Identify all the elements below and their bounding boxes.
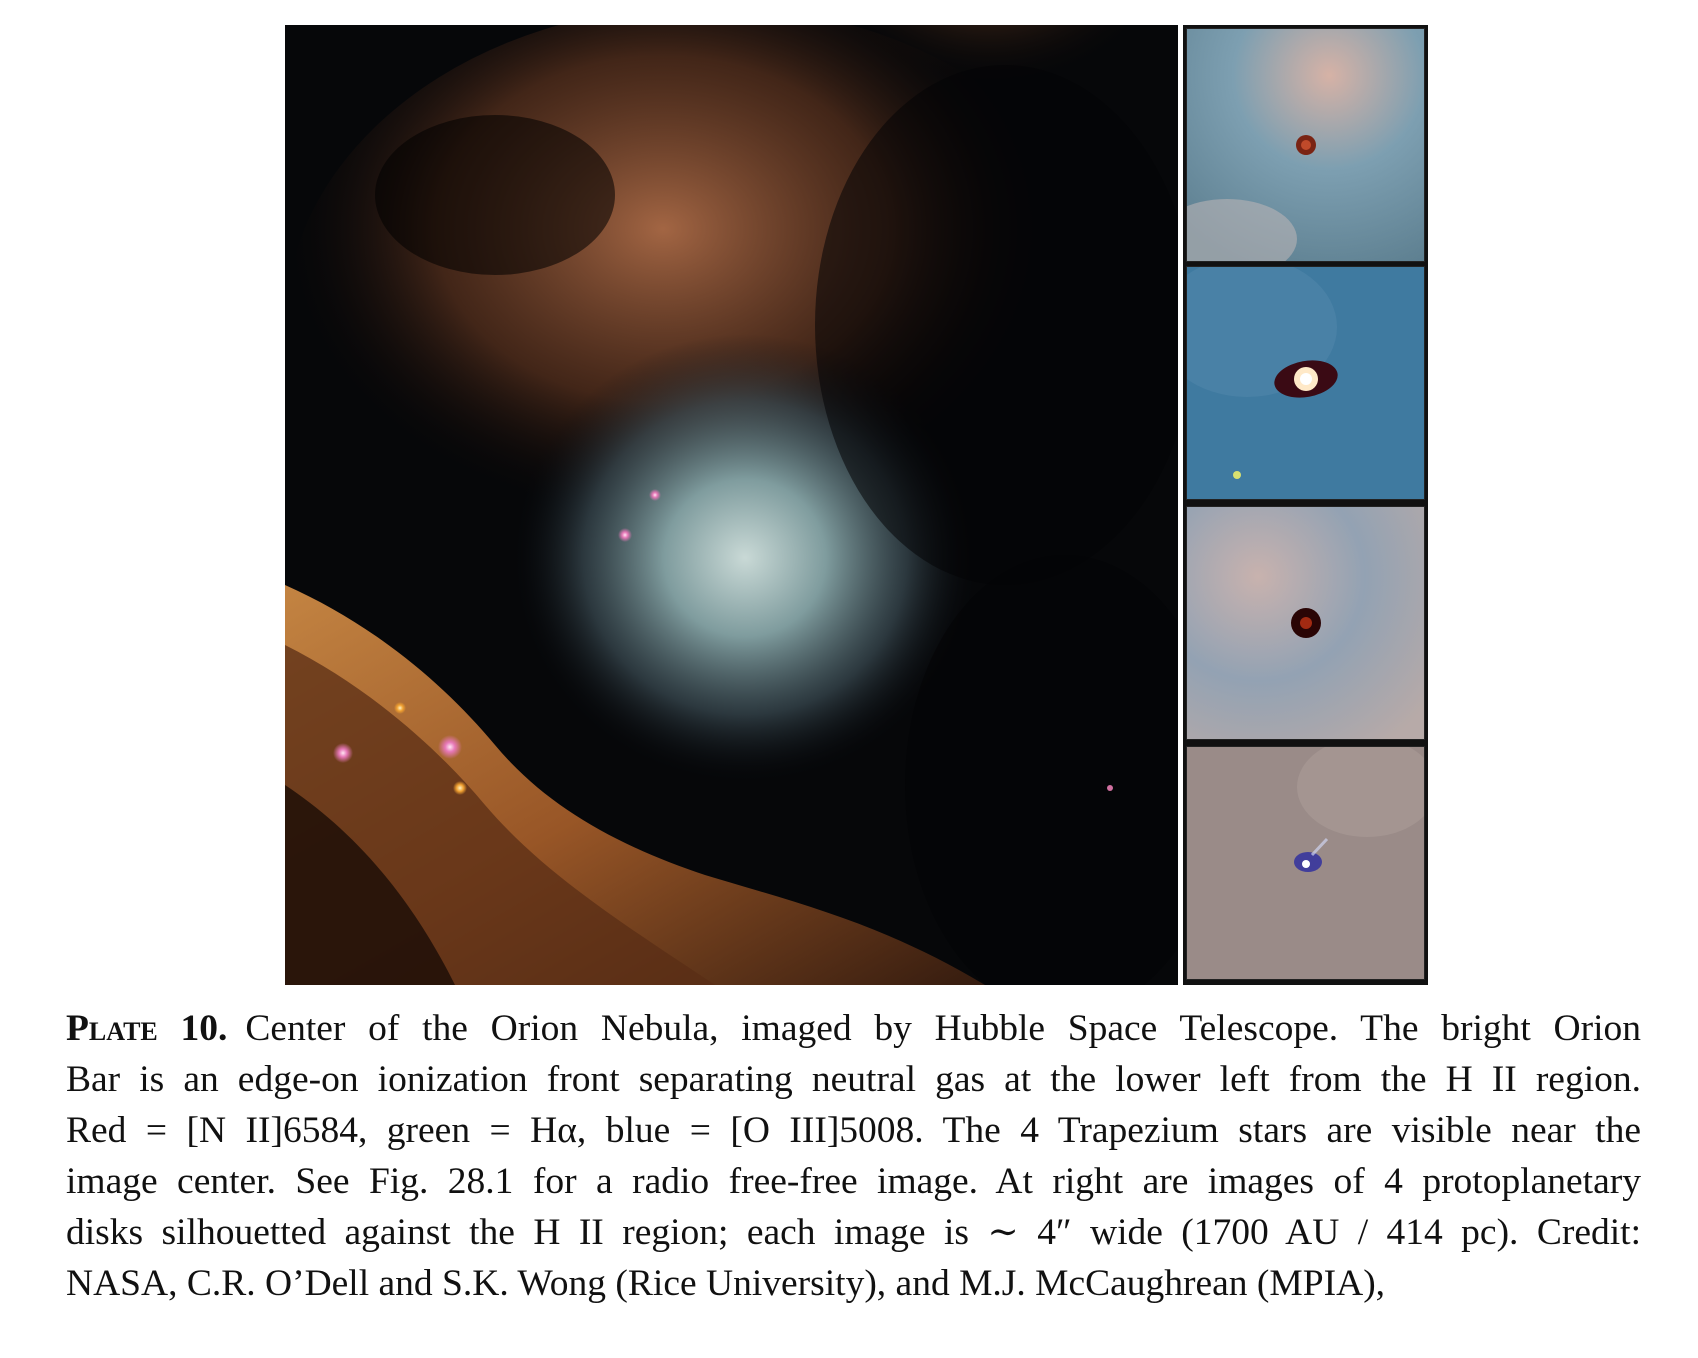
disk-image-2 bbox=[1186, 266, 1425, 500]
caption-line-3: Red = [N II]6584, green = Hα, blue = [O … bbox=[66, 1110, 1641, 1151]
protoplanetary-disk-panels bbox=[1183, 25, 1428, 985]
disk-image-3 bbox=[1186, 506, 1425, 740]
caption-line-4: image center. See Fig. 28.1 for a radio … bbox=[66, 1161, 1641, 1202]
nebula-graphic bbox=[285, 25, 1178, 985]
caption-line-1: Plate 10. Center of the Orion Nebula, ima… bbox=[66, 1008, 1642, 1049]
disk-image-1 bbox=[1186, 28, 1425, 262]
plate-figure bbox=[285, 25, 1428, 985]
disk-image-4 bbox=[1186, 746, 1425, 980]
caption-line-5: disks silhouetted against the H II regio… bbox=[66, 1212, 1641, 1253]
orion-nebula-image bbox=[285, 25, 1178, 985]
plate-label: Plate 10. bbox=[66, 1008, 228, 1049]
caption-line-6: NASA, C.R. O’Dell and S.K. Wong (Rice Un… bbox=[66, 1263, 1386, 1304]
figure-caption: Plate 10. Center of the Orion Nebula, ima… bbox=[66, 1003, 1641, 1309]
caption-line-2: Bar is an edge-on ionization front separ… bbox=[66, 1059, 1641, 1100]
